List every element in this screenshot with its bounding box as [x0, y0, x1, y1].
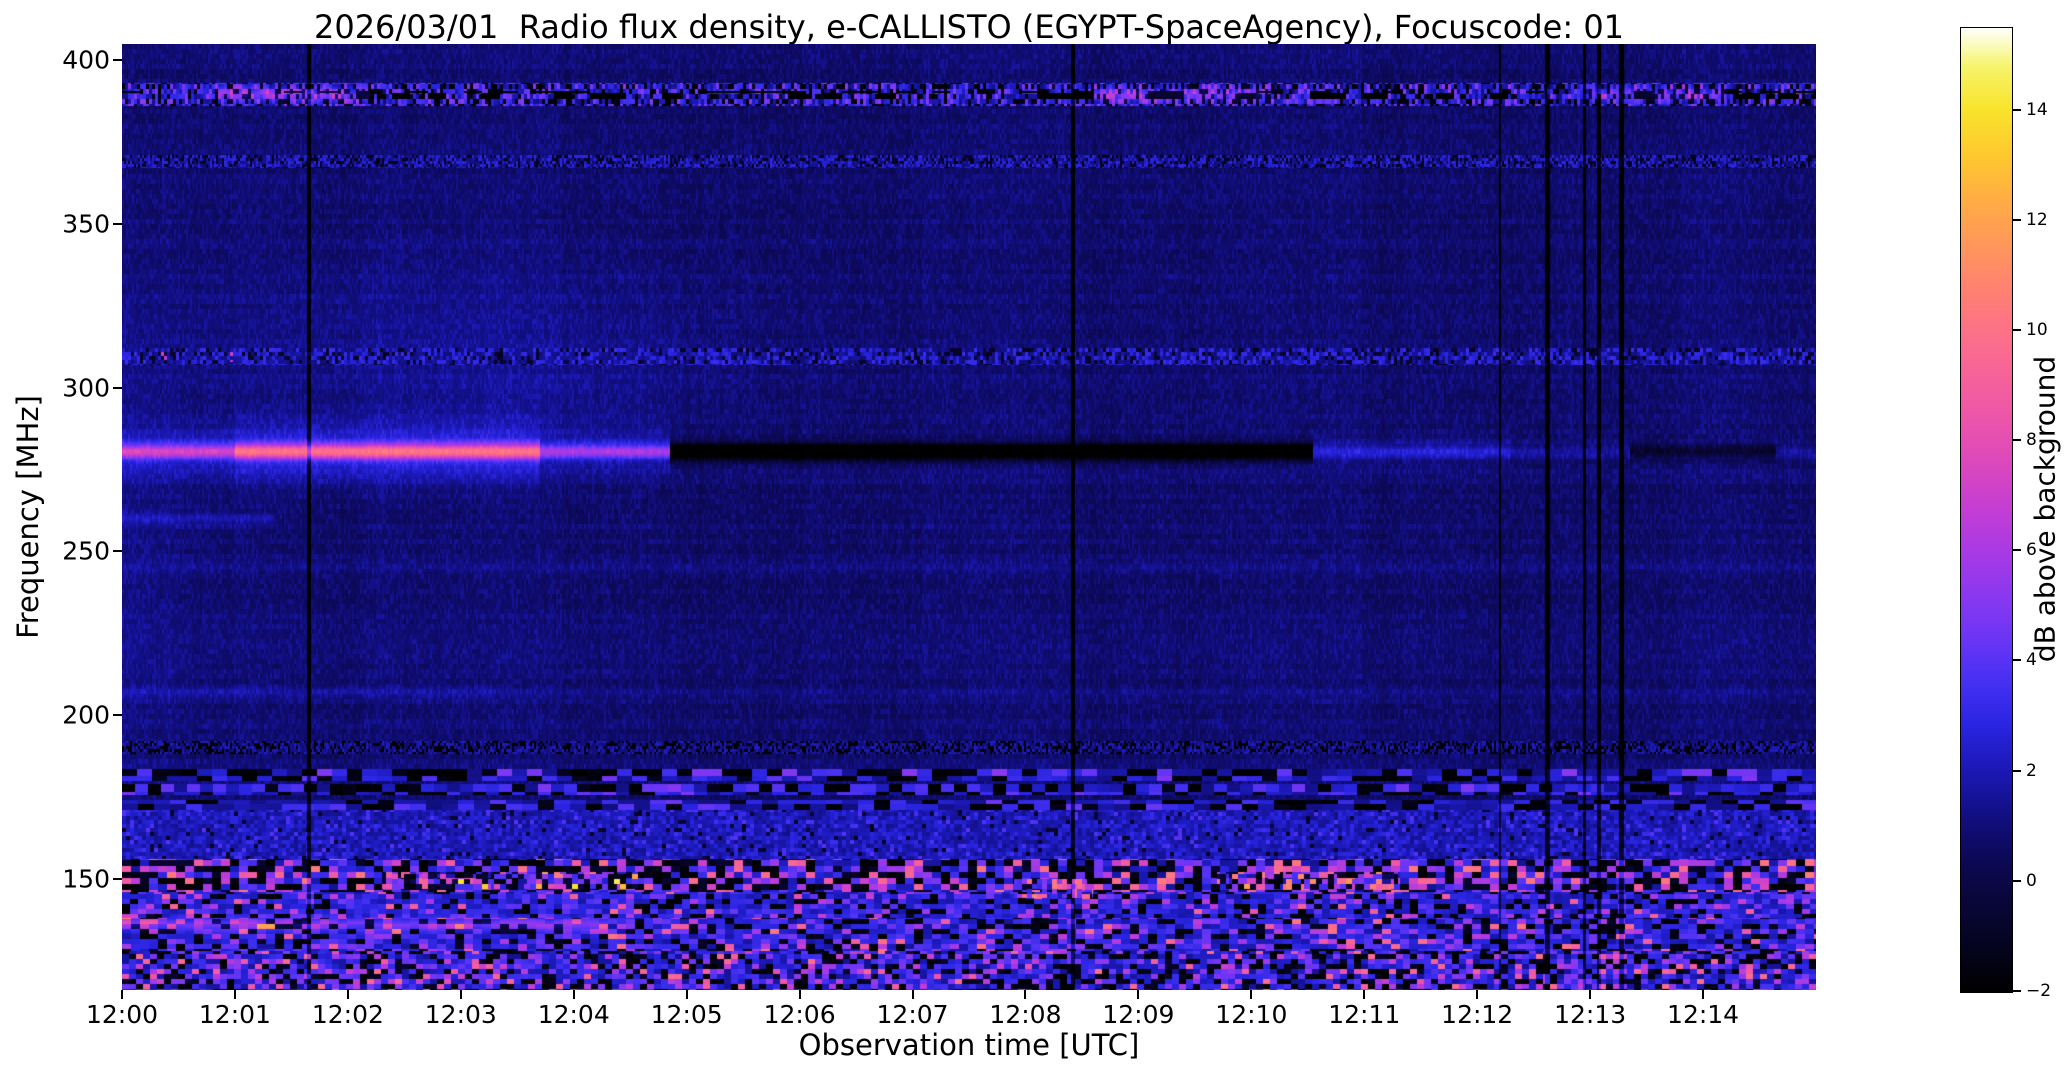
colorbar-tick-mark — [2013, 218, 2021, 221]
x-tick-label: 12:00 — [85, 1000, 159, 1029]
y-tick-mark — [113, 714, 122, 717]
x-tick-mark — [121, 990, 123, 999]
y-tick-label: 300 — [62, 373, 110, 403]
x-tick-mark — [685, 990, 688, 999]
x-tick-mark — [1250, 990, 1253, 999]
spectrogram-heatmap — [122, 44, 1816, 990]
colorbar-tick-mark — [2013, 108, 2021, 111]
x-tick-label: 12:04 — [537, 1000, 610, 1029]
colorbar — [1960, 27, 2013, 993]
colorbar-tick-label: 14 — [2026, 99, 2048, 120]
colorbar-tick-label: 2 — [2026, 760, 2037, 781]
x-tick-label: 12:14 — [1667, 1000, 1740, 1029]
x-tick-mark — [911, 990, 914, 999]
colorbar-tick-label: 10 — [2026, 319, 2048, 340]
x-axis-label: Observation time [UTC] — [798, 1028, 1140, 1062]
x-tick-label: 12:12 — [1441, 1000, 1514, 1029]
y-tick-mark — [113, 550, 122, 553]
colorbar-tick-mark — [2013, 328, 2021, 331]
colorbar-tick-mark — [2013, 769, 2021, 772]
x-tick-mark — [459, 990, 462, 999]
y-tick-mark — [113, 59, 122, 62]
x-tick-mark — [798, 990, 801, 999]
colorbar-tick-label: 0 — [2026, 870, 2037, 891]
y-tick-label: 350 — [62, 209, 110, 239]
x-tick-label: 12:11 — [1328, 1000, 1401, 1029]
colorbar-tick-label: 4 — [2026, 650, 2037, 671]
x-tick-label: 12:02 — [311, 1000, 384, 1029]
y-tick-label: 200 — [62, 700, 110, 730]
x-tick-label: 12:03 — [424, 1000, 497, 1029]
colorbar-tick-mark — [2013, 659, 2021, 662]
y-tick-mark — [113, 223, 122, 226]
x-tick-label: 12:07 — [876, 1000, 949, 1029]
y-tick-label: 150 — [62, 864, 110, 894]
x-tick-mark — [1589, 990, 1592, 999]
x-tick-label: 12:05 — [650, 1000, 723, 1029]
y-tick-label: 250 — [62, 536, 110, 566]
x-tick-mark — [233, 990, 236, 999]
colorbar-label: dB above background — [2028, 355, 2062, 663]
x-tick-mark — [1702, 990, 1705, 999]
x-tick-label: 12:08 — [989, 1000, 1062, 1029]
colorbar-tick-label: −2 — [2026, 981, 2052, 1001]
colorbar-tick-mark — [2013, 549, 2021, 552]
y-tick-mark — [113, 877, 122, 880]
x-tick-label: 12:01 — [198, 1000, 271, 1029]
colorbar-tick-label: 12 — [2026, 209, 2048, 230]
x-tick-mark — [572, 990, 575, 999]
x-tick-label: 12:13 — [1554, 1000, 1627, 1029]
x-tick-label: 12:06 — [763, 1000, 836, 1029]
colorbar-tick-label: 8 — [2026, 430, 2037, 451]
y-axis-label: Frequency [MHz] — [11, 395, 45, 639]
colorbar-tick-mark — [2013, 990, 2021, 992]
x-tick-mark — [346, 990, 349, 999]
colorbar-tick-mark — [2013, 879, 2021, 882]
chart-title: 2026/03/01 Radio flux density, e-CALLIST… — [313, 8, 1625, 46]
x-tick-mark — [1363, 990, 1366, 999]
colorbar-tick-mark — [2013, 439, 2021, 442]
x-tick-mark — [1476, 990, 1479, 999]
y-tick-label: 400 — [62, 45, 110, 75]
x-tick-label: 12:10 — [1215, 1000, 1288, 1029]
y-tick-mark — [113, 386, 122, 389]
x-tick-label: 12:09 — [1102, 1000, 1175, 1029]
x-tick-mark — [1137, 990, 1140, 999]
x-tick-mark — [1024, 990, 1027, 999]
colorbar-tick-label: 6 — [2026, 540, 2037, 561]
